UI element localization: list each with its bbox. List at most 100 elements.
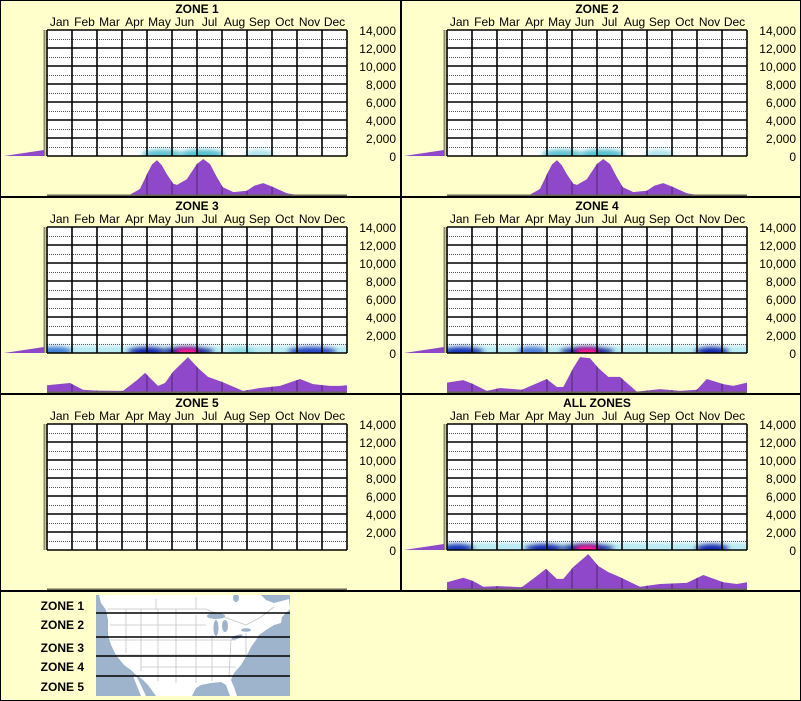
month-label: Sep	[248, 212, 271, 226]
major-gridlines	[46, 29, 348, 157]
panel-title: ZONE 4	[575, 199, 619, 213]
month-label: Oct	[275, 409, 294, 423]
chart-panel-zone-2: ZONE 2 Jan Feb Mar Apr May Jun Jul Aug Sep Oct Nov…	[400, 0, 800, 197]
y-tick-label: 14,000	[759, 418, 796, 432]
y-tick-label: 10,000	[759, 454, 796, 468]
month-label: Dec	[323, 409, 346, 423]
month-label: Jun	[574, 15, 595, 29]
chart-panel-all-zones: ALL ZONES Jan Feb Mar Apr May Jun Jul Aug Sep Oct…	[400, 394, 800, 591]
y-tick-label: 2,000	[365, 526, 396, 540]
y-tick-label: 2,000	[365, 329, 396, 343]
month-label: Aug	[623, 409, 646, 423]
y-tick-label: 6,000	[765, 96, 796, 110]
y-tick-label: 0	[789, 544, 796, 558]
map-zone-boundaries	[96, 612, 290, 677]
all-zones-plot	[404, 423, 748, 591]
month-label: Mar	[499, 409, 520, 423]
y-tick-label: 8,000	[765, 78, 796, 92]
y-tick-label: 8,000	[365, 472, 396, 486]
y-tick-label: 6,000	[365, 490, 396, 504]
month-label: Apr	[125, 212, 144, 226]
month-label: Oct	[675, 212, 694, 226]
month-label: Oct	[275, 15, 294, 29]
month-label: Nov	[298, 15, 321, 29]
chart-panel-zone-3: ZONE 3 Jan Feb Mar Apr May Jun Jul Aug Sep Oct Nov…	[0, 197, 400, 394]
panel-divider-vertical	[400, 0, 402, 591]
month-label: Nov	[698, 212, 721, 226]
month-label: Feb	[74, 409, 95, 423]
month-label: Jul	[601, 15, 618, 29]
month-label: Jul	[601, 409, 618, 423]
y-tick-label: 10,000	[759, 257, 796, 271]
zone-2-plot	[404, 29, 748, 197]
panel-title: ZONE 5	[175, 396, 219, 410]
y-tick-label: 12,000	[759, 239, 796, 253]
month-label: Feb	[74, 212, 95, 226]
y-tick-label: 2,000	[765, 526, 796, 540]
panel-title: ALL ZONES	[563, 396, 631, 410]
elevation-histogram	[4, 347, 44, 353]
zone-4-plot	[404, 226, 748, 394]
y-tick-label: 0	[789, 150, 796, 164]
month-label: May	[548, 409, 571, 423]
month-label: Feb	[474, 212, 495, 226]
y-tick-label: 6,000	[765, 490, 796, 504]
elevation-histogram	[404, 347, 444, 353]
month-label: Feb	[474, 409, 495, 423]
month-label: Aug	[623, 212, 646, 226]
y-tick-label: 10,000	[359, 257, 396, 271]
panel-title: ZONE 2	[575, 2, 619, 16]
month-label: Jun	[574, 212, 595, 226]
legend-zone-2: ZONE 2	[40, 618, 84, 632]
month-label: Jul	[201, 409, 218, 423]
month-label: Feb	[474, 15, 495, 29]
y-tick-label: 10,000	[359, 454, 396, 468]
panel-divider-2	[0, 393, 801, 395]
y-tick-label: 6,000	[765, 293, 796, 307]
y-tick-label: 8,000	[765, 275, 796, 289]
y-tick-label: 6,000	[365, 96, 396, 110]
month-label: Apr	[125, 409, 144, 423]
y-tick-label: 6,000	[365, 293, 396, 307]
month-label: Oct	[275, 212, 294, 226]
heatmap-band	[142, 149, 275, 156]
heatmap-band	[447, 346, 747, 353]
chart-panel-zone-4: ZONE 4 Jan Feb Mar Apr May Jun Jul Aug Sep Oct Nov…	[400, 197, 800, 394]
chart-panel-zone-1: ZONE 1 Jan Feb Mar Apr May Jun Jul Aug Sep Oct Nov…	[0, 0, 400, 197]
panel-title: ZONE 3	[175, 199, 219, 213]
y-tick-label: 4,000	[765, 508, 796, 522]
y-tick-label: 2,000	[765, 329, 796, 343]
month-label: May	[548, 212, 571, 226]
major-gridlines	[46, 226, 348, 354]
y-tick-label: 14,000	[759, 24, 796, 38]
y-tick-label: 4,000	[365, 508, 396, 522]
month-label: Mar	[499, 15, 520, 29]
month-label: Aug	[223, 212, 246, 226]
month-label: Jun	[574, 409, 595, 423]
month-label: Jan	[449, 212, 470, 226]
month-label: Apr	[125, 15, 144, 29]
month-label: Jan	[49, 15, 70, 29]
map-state-lines	[108, 597, 275, 683]
month-label: Aug	[223, 15, 246, 29]
month-label: Apr	[525, 409, 544, 423]
y-tick-label: 14,000	[359, 24, 396, 38]
y-tick-label: 0	[789, 347, 796, 361]
elevation-histogram	[404, 150, 444, 156]
zone-1-plot	[4, 29, 348, 197]
month-label: Sep	[648, 15, 671, 29]
month-label: Sep	[248, 15, 271, 29]
y-tick-label: 14,000	[359, 221, 396, 235]
y-tick-label: 4,000	[765, 311, 796, 325]
month-label: Nov	[698, 15, 721, 29]
y-tick-label: 14,000	[759, 221, 796, 235]
month-label: May	[148, 15, 171, 29]
y-tick-label: 0	[389, 150, 396, 164]
legend-zone-4: ZONE 4	[40, 660, 84, 674]
month-label: Dec	[323, 15, 346, 29]
legend-zone-3: ZONE 3	[40, 641, 84, 655]
month-label: Dec	[323, 212, 346, 226]
y-tick-label: 4,000	[365, 311, 396, 325]
month-label: Nov	[298, 409, 321, 423]
month-label: Mar	[499, 212, 520, 226]
